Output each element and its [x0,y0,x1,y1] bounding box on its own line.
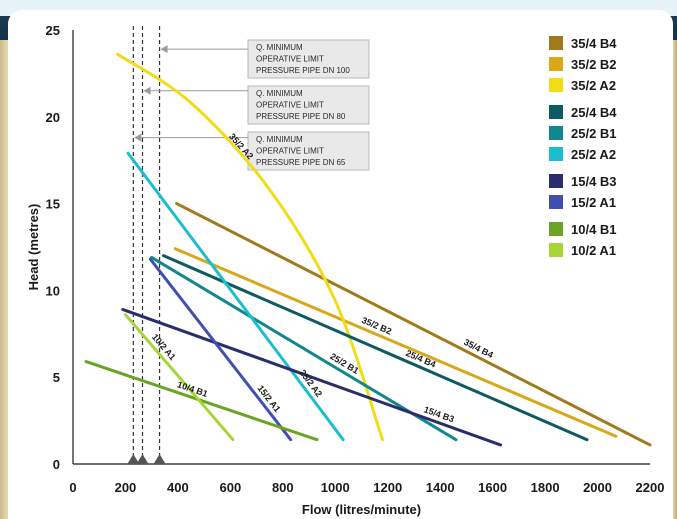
legend-swatch [549,36,563,50]
x-tick-label: 1000 [321,480,350,495]
minimum-limit-arrowhead [160,45,168,54]
series-line [123,313,235,442]
series-line [175,202,652,447]
x-tick-label: 1600 [478,480,507,495]
minimum-limit-note-box [247,131,370,171]
y-tick-label: 15 [46,197,60,212]
y-tick-label: 0 [53,457,60,472]
minimum-limit-note-box [247,39,370,79]
series-line [161,254,589,442]
y-tick-labels: 0 5 10 15 20 25 [46,23,60,472]
minimum-limit-note-text: PRESSURE PIPE DN 100 [256,66,350,75]
legend-label: 35/2 A2 [571,78,616,93]
legend-swatch [549,174,563,188]
series-line [116,52,384,442]
legend-label: 15/4 B3 [571,174,617,189]
x-tick-label: 400 [167,480,189,495]
minimum-limit-note-text: OPERATIVE LIMIT [256,101,324,110]
series-line [84,360,319,442]
chart-legend: 35/4 B4 35/2 B2 35/2 A2 25/4 B4 25/2 B1 25/2 … [549,36,617,258]
x-tick-label: 0 [69,480,76,495]
minimum-limit-note-text: OPERATIVE LIMIT [256,147,324,156]
legend-label: 10/4 B1 [571,222,617,237]
series-line [173,247,618,438]
minimum-limit-note-text: Q. MINIMUM [256,89,303,98]
legend-swatch [549,78,563,92]
legend-swatch [549,57,563,71]
x-tick-label: 2000 [583,480,612,495]
minimum-limit-note-text: PRESSURE PIPE DN 65 [256,158,346,167]
legend-swatch [549,126,563,140]
series-lines [84,52,652,447]
legend-swatch [549,195,563,209]
minimum-limit-marker [153,454,166,464]
legend-label: 25/4 B4 [571,105,617,120]
legend-label: 25/2 B1 [571,126,617,141]
legend-swatch [549,222,563,236]
y-tick-label: 5 [53,370,60,385]
x-tick-label: 2200 [636,480,665,495]
x-tick-label: 1200 [373,480,402,495]
x-axis-label: Flow (litres/minute) [302,502,421,517]
x-tick-label: 800 [272,480,294,495]
x-tick-labels: 0 200 400 600 800 1000 1200 1400 1600 1800 2000 220… [69,480,664,495]
legend-swatch [549,105,563,119]
legend-label: 25/2 A2 [571,147,616,162]
minimum-limit-note-text: OPERATIVE LIMIT [256,55,324,64]
minimum-limit-note-text: PRESSURE PIPE DN 80 [256,112,346,121]
series-line [121,307,503,447]
y-tick-label: 10 [46,283,60,298]
legend-label: 15/2 A1 [571,195,616,210]
minimum-limit-guides: Q. MINIMUM OPERATIVE LIMIT PRESSURE PIPE D… [127,26,370,464]
minimum-limit-arrowhead [134,133,142,142]
y-tick-label: 25 [46,23,60,38]
minimum-limit-note-text: Q. MINIMUM [256,135,303,144]
minimum-limit-arrowhead [143,86,151,95]
minimum-limit-marker [127,454,140,464]
minimum-limit-note-text: Q. MINIMUM [256,43,303,52]
minimum-limit-note-box [247,85,370,125]
series-line [148,257,293,442]
y-axis-label: Head (metres) [26,204,41,291]
legend-label: 35/4 B4 [571,36,617,51]
x-tick-label: 1400 [426,480,455,495]
y-tick-label: 20 [46,110,60,125]
x-tick-label: 600 [220,480,242,495]
chart-axes [72,30,650,465]
x-tick-label: 200 [115,480,137,495]
series-line [126,151,345,442]
legend-swatch [549,147,563,161]
minimum-limit-marker [136,454,149,464]
series-curve-label: 10/4 B1 [176,379,209,399]
legend-label: 35/2 B2 [571,57,617,72]
x-tick-label: 1800 [531,480,560,495]
legend-label: 10/2 A1 [571,243,616,258]
legend-swatch [549,243,563,257]
